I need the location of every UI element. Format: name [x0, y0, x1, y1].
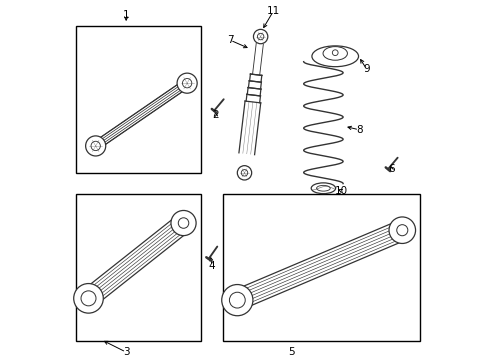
Text: 2: 2: [212, 111, 219, 121]
Circle shape: [221, 284, 252, 316]
Circle shape: [257, 33, 264, 40]
Ellipse shape: [310, 183, 335, 194]
Circle shape: [241, 170, 247, 176]
Text: 10: 10: [334, 186, 347, 196]
Text: 9: 9: [363, 64, 369, 74]
Circle shape: [396, 225, 407, 236]
Text: 8: 8: [355, 125, 362, 135]
Circle shape: [177, 73, 197, 93]
Text: 3: 3: [122, 347, 129, 357]
Circle shape: [85, 136, 105, 156]
Circle shape: [253, 30, 267, 44]
Text: 5: 5: [287, 347, 294, 357]
Circle shape: [332, 50, 337, 55]
Text: 6: 6: [387, 164, 394, 174]
Text: 7: 7: [226, 35, 233, 45]
Ellipse shape: [316, 185, 329, 191]
Bar: [223, 194, 419, 341]
Circle shape: [91, 141, 100, 150]
Text: 11: 11: [266, 6, 279, 17]
Circle shape: [74, 284, 103, 313]
Ellipse shape: [311, 46, 358, 67]
Bar: [76, 26, 201, 173]
Circle shape: [388, 217, 415, 243]
Ellipse shape: [323, 46, 346, 60]
Bar: [76, 194, 201, 341]
Circle shape: [178, 218, 188, 228]
Circle shape: [81, 291, 96, 306]
Text: 1: 1: [122, 10, 129, 20]
Circle shape: [171, 211, 196, 235]
Circle shape: [237, 166, 251, 180]
Circle shape: [182, 78, 191, 88]
Circle shape: [229, 292, 244, 308]
Text: 4: 4: [208, 261, 215, 271]
